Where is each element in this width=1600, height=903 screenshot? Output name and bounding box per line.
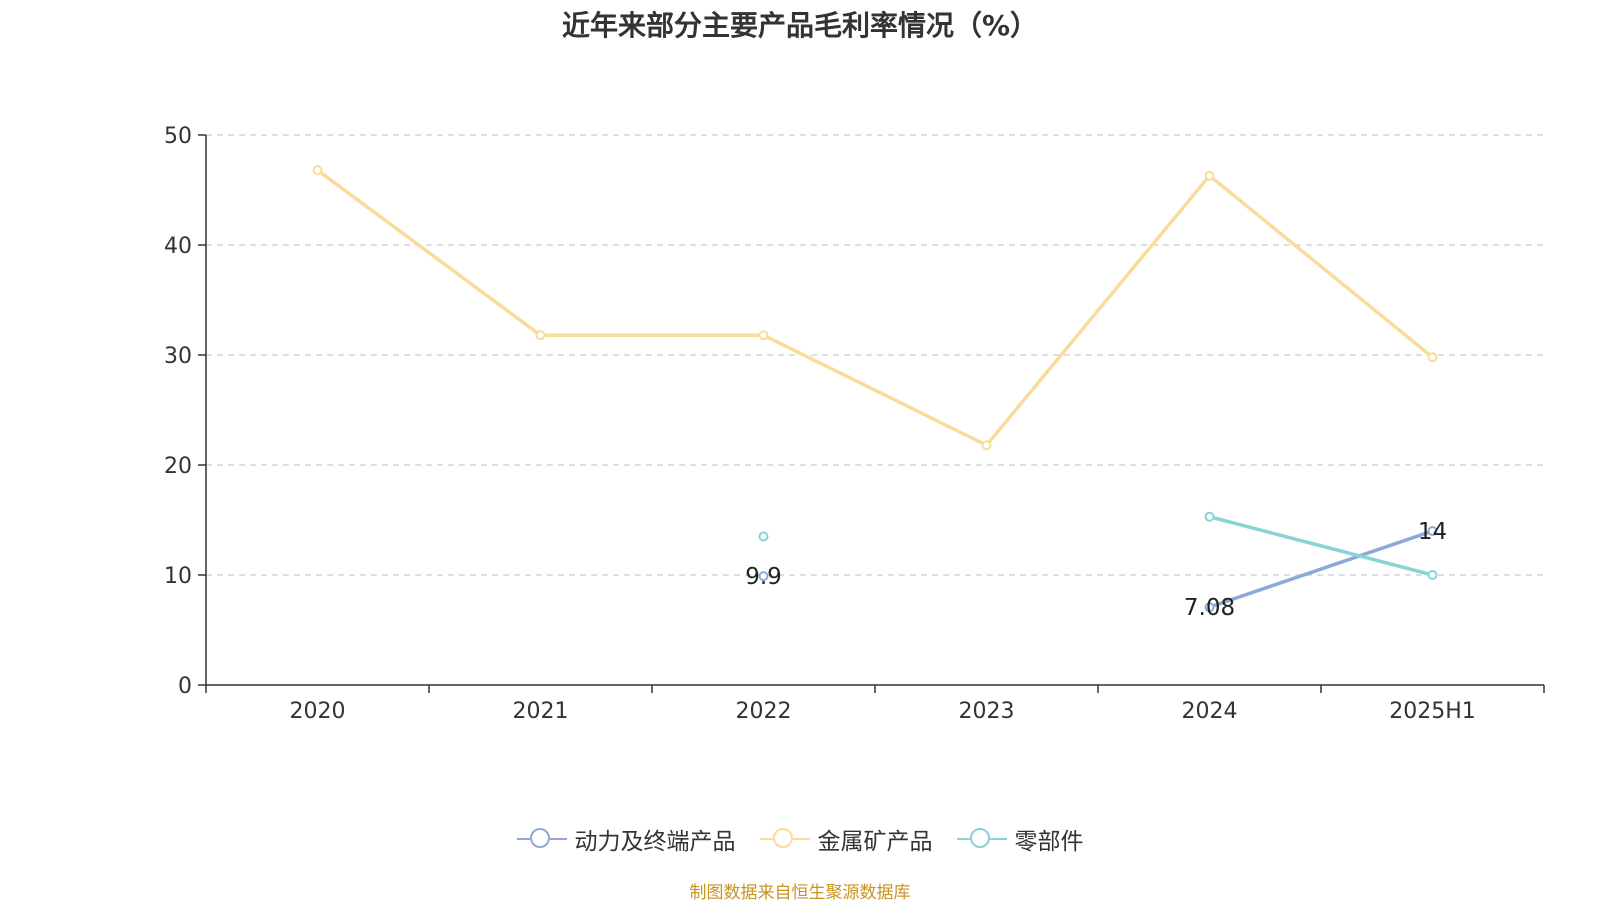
legend-swatch-icon (516, 827, 567, 851)
x-tick-label: 2023 (959, 699, 1015, 724)
x-tick-label: 2025H1 (1389, 699, 1476, 724)
legend-label: 金属矿产品 (817, 829, 933, 855)
data-point (1204, 602, 1215, 613)
data-point (1427, 570, 1438, 580)
legend-swatch-icon (956, 827, 1007, 851)
data-point (312, 165, 323, 176)
x-tick-label: 2020 (290, 699, 346, 724)
x-tick-label: 2021 (513, 699, 569, 724)
series-line-1 (316, 168, 1434, 447)
data-point (1427, 352, 1438, 363)
legend-item-parts[interactable]: 零部件 (956, 822, 1084, 856)
data-source-note: 制图数据来自恒生聚源数据库 (689, 883, 911, 903)
legend-swatch-icon (759, 827, 810, 851)
data-point (1204, 170, 1215, 181)
series-line-2 (1209, 515, 1433, 577)
y-tick-label: 0 (178, 674, 192, 699)
data-point (758, 531, 769, 542)
legend-label: 零部件 (1014, 829, 1084, 855)
data-label: 14 (1418, 519, 1447, 545)
data-point (535, 330, 546, 341)
data-point (1204, 511, 1215, 522)
y-tick-label: 40 (164, 234, 192, 259)
chart-title: 近年来部分主要产品毛利率情况（%） (561, 9, 1039, 42)
y-tick-label: 10 (164, 564, 192, 589)
legend-item-metal[interactable]: 金属矿产品 (759, 822, 933, 856)
series-line-0 (1208, 529, 1434, 609)
data-point (758, 330, 769, 341)
y-tick-label: 50 (164, 124, 192, 149)
data-point (758, 571, 769, 582)
x-tick-label: 2022 (736, 699, 792, 724)
data-label: 9.9 (745, 564, 782, 590)
y-tick-label: 20 (164, 454, 192, 479)
legend-label: 动力及终端产品 (574, 829, 736, 855)
legend-item-power[interactable]: 动力及终端产品 (516, 822, 736, 856)
y-tick-label: 30 (164, 344, 192, 369)
data-point (981, 440, 992, 451)
legend: 动力及终端产品 金属矿产品 零部件 (0, 822, 1600, 856)
data-point (1427, 526, 1438, 536)
x-tick-label: 2024 (1182, 699, 1238, 724)
data-label: 7.08 (1184, 595, 1235, 621)
